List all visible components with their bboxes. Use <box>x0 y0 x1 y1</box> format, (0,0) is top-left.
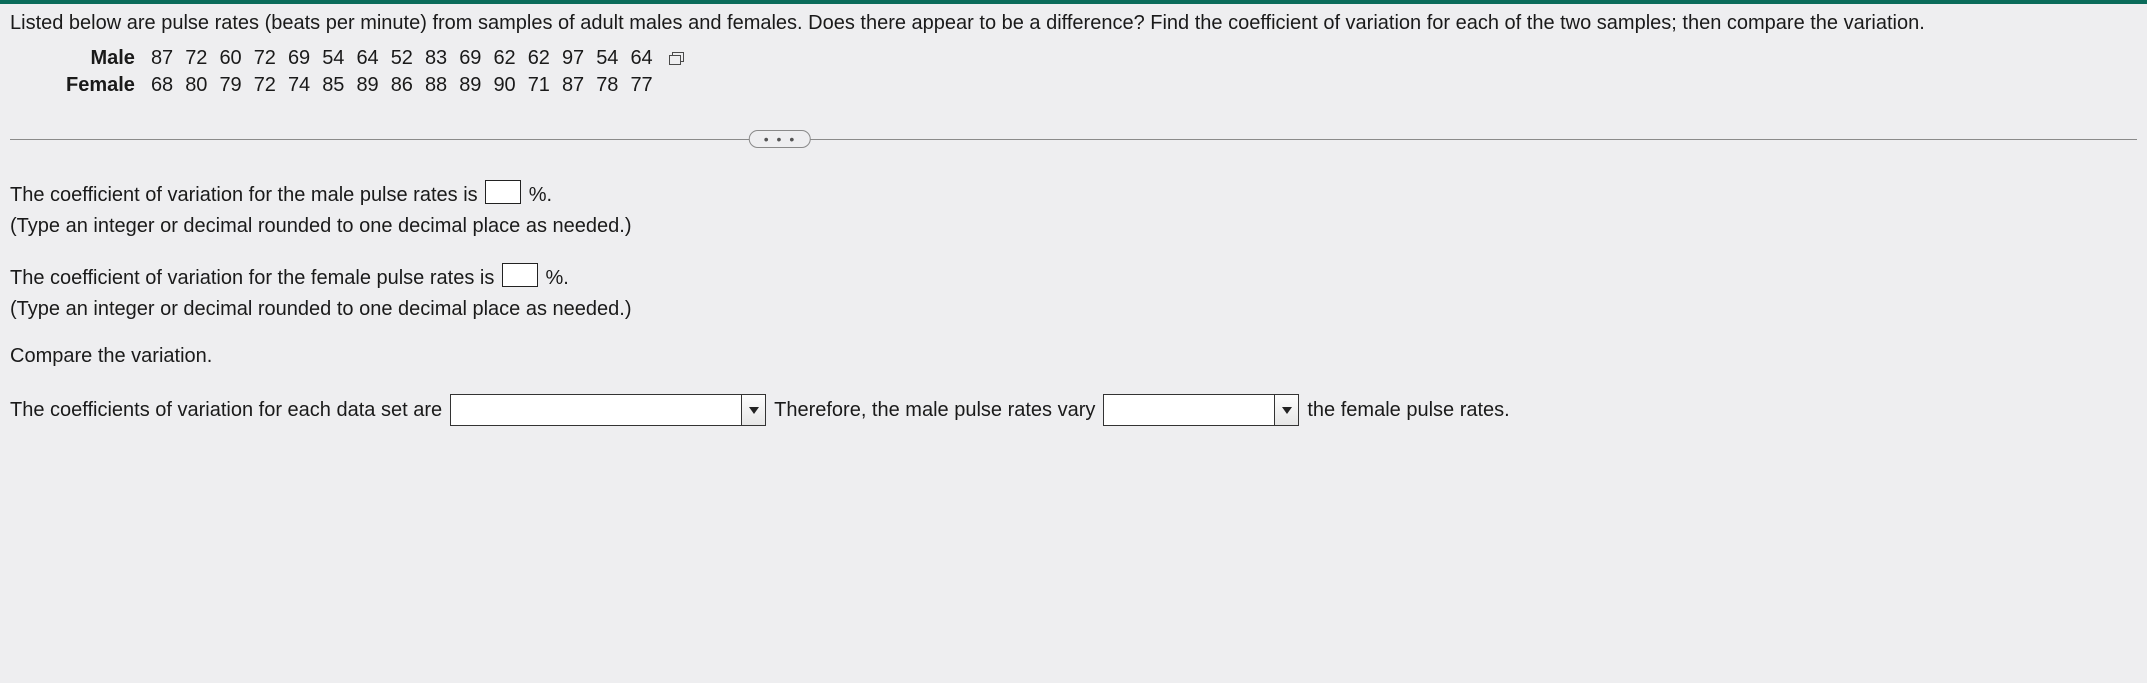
compare-sentence: The coefficients of variation for each d… <box>10 394 2137 426</box>
data-cell: 72 <box>254 72 288 99</box>
row-label: Female <box>66 72 151 99</box>
data-cell: 79 <box>219 72 253 99</box>
data-cell: 88 <box>425 72 459 99</box>
compare-dropdown-2[interactable] <box>1103 394 1299 426</box>
data-cell: 80 <box>185 72 219 99</box>
compare-text-pre: The coefficients of variation for each d… <box>10 399 442 422</box>
female-cv-text-post: %. <box>545 267 568 289</box>
divider-line <box>10 139 2137 140</box>
expand-button[interactable]: • • • <box>749 130 811 148</box>
data-cell: 69 <box>459 45 493 72</box>
data-cell: 54 <box>322 45 356 72</box>
data-cell: 52 <box>391 45 425 72</box>
data-cell: 89 <box>459 72 493 99</box>
male-cv-statement: The coefficient of variation for the mal… <box>10 177 2137 209</box>
table-row: Female688079727485898688899071877877 <box>66 72 697 99</box>
female-cv-hint: (Type an integer or decimal rounded to o… <box>10 296 2137 323</box>
male-cv-text-pre: The coefficient of variation for the mal… <box>10 184 483 206</box>
data-cell: 71 <box>528 72 562 99</box>
data-cell: 85 <box>322 72 356 99</box>
copy-icon[interactable] <box>669 52 685 66</box>
section-divider: • • • <box>10 129 2137 149</box>
compare-dropdown-1-value <box>451 395 741 425</box>
data-cell: 62 <box>528 45 562 72</box>
data-cell: 87 <box>151 45 185 72</box>
data-cell: 97 <box>562 45 596 72</box>
male-cv-input[interactable] <box>485 180 521 204</box>
data-cell: 64 <box>356 45 390 72</box>
row-label: Male <box>66 45 151 72</box>
data-cell: 90 <box>493 72 527 99</box>
question-prompt: Listed below are pulse rates (beats per … <box>10 10 2137 37</box>
pulse-data-table: Male877260726954645283696262975464Female… <box>66 45 697 99</box>
data-cell: 87 <box>562 72 596 99</box>
data-cell: 72 <box>185 45 219 72</box>
compare-text-mid: Therefore, the male pulse rates vary <box>774 399 1095 422</box>
data-cell: 69 <box>288 45 322 72</box>
data-cell: 68 <box>151 72 185 99</box>
data-cell: 86 <box>391 72 425 99</box>
male-cv-text-post: %. <box>529 184 552 206</box>
copy-data-cell <box>665 45 697 72</box>
data-cell: 74 <box>288 72 322 99</box>
female-cv-statement: The coefficient of variation for the fem… <box>10 260 2137 292</box>
male-cv-hint: (Type an integer or decimal rounded to o… <box>10 213 2137 240</box>
chevron-down-icon <box>1274 395 1298 425</box>
data-cell: 83 <box>425 45 459 72</box>
data-cell: 64 <box>630 45 664 72</box>
data-cell: 72 <box>254 45 288 72</box>
compare-text-post: the female pulse rates. <box>1307 399 1509 422</box>
data-cell: 54 <box>596 45 630 72</box>
compare-dropdown-1[interactable] <box>450 394 766 426</box>
data-cell: 78 <box>596 72 630 99</box>
compare-heading: Compare the variation. <box>10 343 2137 370</box>
female-cv-input[interactable] <box>502 263 538 287</box>
question-container: Listed below are pulse rates (beats per … <box>0 4 2147 446</box>
data-cell: 89 <box>356 72 390 99</box>
data-cell: 62 <box>493 45 527 72</box>
data-cell: 60 <box>219 45 253 72</box>
female-cv-text-pre: The coefficient of variation for the fem… <box>10 267 500 289</box>
chevron-down-icon <box>741 395 765 425</box>
compare-dropdown-2-value <box>1104 395 1274 425</box>
data-cell: 77 <box>630 72 664 99</box>
table-row: Male877260726954645283696262975464 <box>66 45 697 72</box>
